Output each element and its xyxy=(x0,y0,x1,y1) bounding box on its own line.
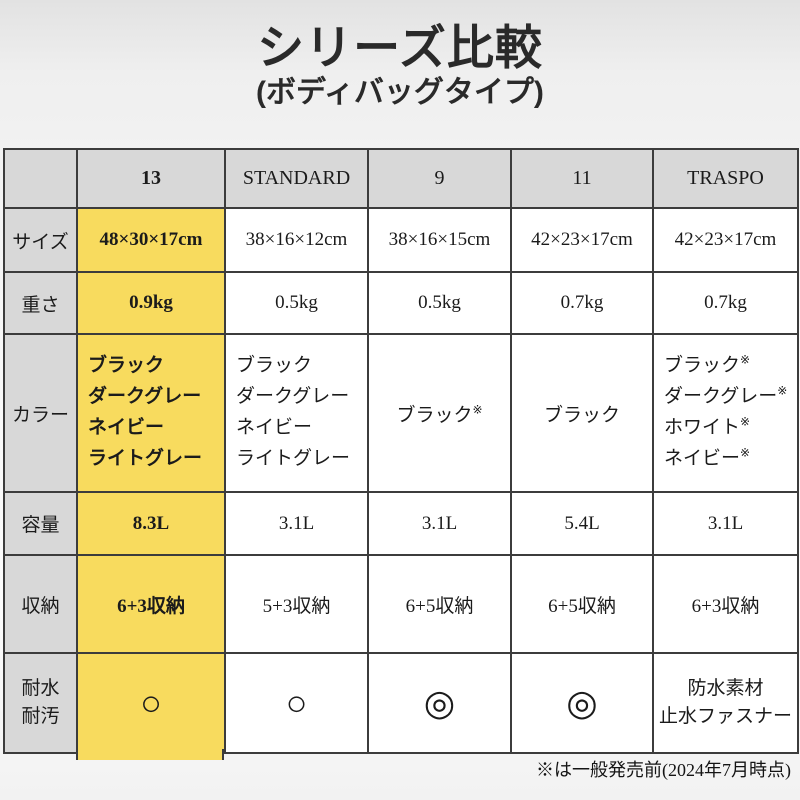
color-option: ホワイト※ xyxy=(664,414,751,438)
color-option: ダークグレー xyxy=(88,386,202,408)
corner-cell xyxy=(3,148,78,209)
row-water-resistance: 耐水 耐汚 ○ ○ ◎ ◎ 防水素材 止水ファスナー xyxy=(3,652,799,754)
col-header-standard: STANDARD xyxy=(224,148,369,209)
color-standard: ブラック ダークグレー ネイビー ライトグレー xyxy=(224,333,369,493)
storage-13: 6+3収納 xyxy=(76,554,226,654)
col-header-13: 13 xyxy=(76,148,226,209)
size-13: 48×30×17cm xyxy=(76,207,226,273)
color-option: ネイビー※ xyxy=(664,445,751,469)
row-label-size: サイズ xyxy=(3,207,78,273)
header-row: 13 STANDARD 9 11 TRASPO xyxy=(3,148,799,209)
water-9-double-circle: ◎ xyxy=(367,652,512,754)
row-capacity: 容量 8.3L 3.1L 3.1L 5.4L 3.1L xyxy=(3,491,799,556)
page-title: シリーズ比較 xyxy=(257,21,543,74)
color-option: ネイビー xyxy=(236,417,313,438)
color-option: ネイビー xyxy=(88,417,165,438)
weight-13: 0.9kg xyxy=(76,271,226,335)
col-header-11: 11 xyxy=(510,148,654,209)
weight-9: 0.5kg xyxy=(367,271,512,335)
row-size: サイズ 48×30×17cm 38×16×12cm 38×16×15cm 42×… xyxy=(3,207,799,273)
col-header-9: 9 xyxy=(367,148,512,209)
comparison-table: 13 STANDARD 9 11 TRASPO サイズ 48×30×17cm 3… xyxy=(3,148,799,754)
size-11: 42×23×17cm xyxy=(510,207,654,273)
weight-standard: 0.5kg xyxy=(224,271,369,335)
row-label-color: カラー xyxy=(3,333,78,493)
pre-release-mark: ※ xyxy=(472,402,483,417)
size-9: 38×16×15cm xyxy=(367,207,512,273)
row-label-water: 耐水 耐汚 xyxy=(3,652,78,754)
pre-release-mark: ※ xyxy=(777,383,788,398)
row-weight: 重さ 0.9kg 0.5kg 0.5kg 0.7kg 0.7kg xyxy=(3,271,799,335)
row-label-capacity: 容量 xyxy=(3,491,78,556)
row-color: カラー ブラック ダークグレー ネイビー ライトグレー ブラック ダークグレー … xyxy=(3,333,799,493)
footnote: ※は一般発売前(2024年7月時点) xyxy=(536,760,791,780)
storage-standard: 5+3収納 xyxy=(224,554,369,654)
row-label-weight: 重さ xyxy=(3,271,78,335)
color-11: ブラック xyxy=(510,333,654,493)
weight-11: 0.7kg xyxy=(510,271,654,335)
color-option: ダークグレー xyxy=(236,386,350,408)
highlight-column-overhang xyxy=(76,749,224,760)
col-header-traspo: TRASPO xyxy=(652,148,799,209)
color-option: ダークグレー※ xyxy=(664,383,788,408)
storage-11: 6+5収納 xyxy=(510,554,654,654)
row-label-storage: 収納 xyxy=(3,554,78,654)
color-option: ブラック xyxy=(88,355,165,377)
water-13-single-circle: ○ xyxy=(76,652,226,754)
color-traspo: ブラック※ ダークグレー※ ホワイト※ ネイビー※ xyxy=(652,333,799,493)
weight-traspo: 0.7kg xyxy=(652,271,799,335)
capacity-standard: 3.1L xyxy=(224,491,369,556)
row-storage: 収納 6+3収納 5+3収納 6+5収納 6+5収納 6+3収納 xyxy=(3,554,799,654)
color-option: ブラック※ xyxy=(396,402,483,426)
color-9: ブラック※ xyxy=(367,333,512,493)
color-option: ブラック xyxy=(236,355,313,377)
color-13: ブラック ダークグレー ネイビー ライトグレー xyxy=(76,333,226,493)
pre-release-mark: ※ xyxy=(740,414,751,429)
pre-release-mark: ※ xyxy=(740,353,751,368)
water-traspo: 防水素材 止水ファスナー xyxy=(652,652,799,754)
water-11-double-circle: ◎ xyxy=(510,652,654,754)
size-standard: 38×16×12cm xyxy=(224,207,369,273)
capacity-traspo: 3.1L xyxy=(652,491,799,556)
capacity-13: 8.3L xyxy=(76,491,226,556)
capacity-11: 5.4L xyxy=(510,491,654,556)
storage-9: 6+5収納 xyxy=(367,554,512,654)
pre-release-mark: ※ xyxy=(740,445,751,460)
color-option: ライトグレー xyxy=(88,447,203,469)
water-standard-single-circle: ○ xyxy=(224,652,369,754)
page-subtitle: (ボディバッグタイプ) xyxy=(256,75,544,109)
color-option: ライトグレー xyxy=(236,447,351,469)
color-option: ブラック※ xyxy=(664,353,751,377)
capacity-9: 3.1L xyxy=(367,491,512,556)
color-option: ブラック xyxy=(543,404,620,426)
storage-traspo: 6+3収納 xyxy=(652,554,799,654)
size-traspo: 42×23×17cm xyxy=(652,207,799,273)
comparison-table-wrap: 13 STANDARD 9 11 TRASPO サイズ 48×30×17cm 3… xyxy=(3,148,799,760)
